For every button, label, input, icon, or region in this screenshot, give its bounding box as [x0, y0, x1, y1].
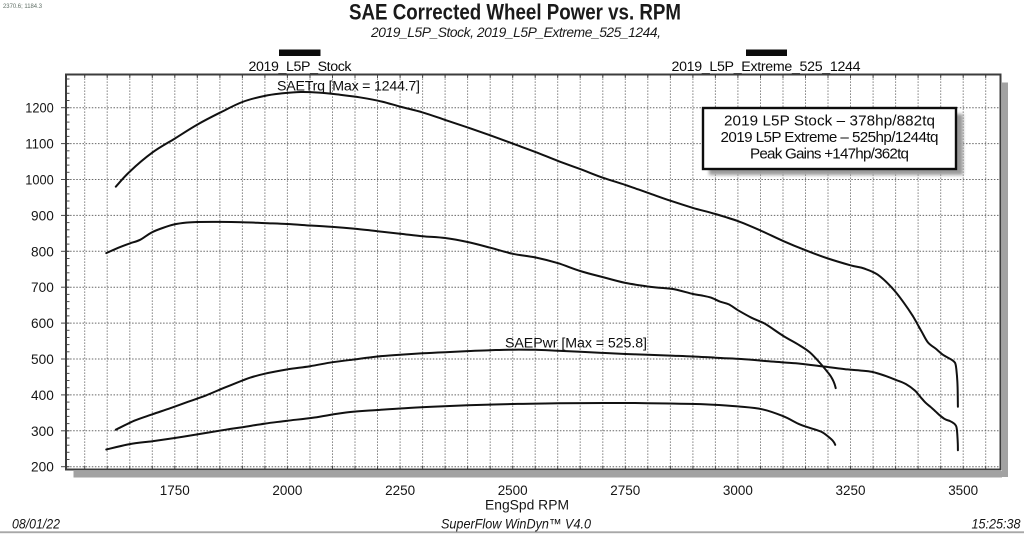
svg-text:2750: 2750 [610, 483, 640, 498]
svg-text:3250: 3250 [836, 483, 866, 498]
svg-text:2019 L5P Stock – 378hp/882tq: 2019 L5P Stock – 378hp/882tq [724, 113, 935, 130]
svg-text:SAETrq [Max = 1244.7]: SAETrq [Max = 1244.7] [277, 79, 420, 95]
svg-text:2019_L5P_Stock: 2019_L5P_Stock [249, 59, 353, 75]
svg-text:2370.6; 1184.3: 2370.6; 1184.3 [3, 3, 42, 10]
svg-text:08/01/22: 08/01/22 [12, 516, 60, 532]
svg-text:15:25:38: 15:25:38 [972, 516, 1021, 532]
svg-text:800: 800 [31, 244, 54, 259]
svg-text:300: 300 [31, 424, 54, 439]
svg-text:1100: 1100 [25, 137, 54, 152]
svg-text:1750: 1750 [160, 483, 190, 498]
svg-text:1200: 1200 [25, 101, 54, 116]
svg-text:2250: 2250 [385, 483, 415, 498]
svg-text:200: 200 [31, 460, 54, 475]
svg-text:700: 700 [31, 280, 54, 295]
svg-text:2019_L5P_Stock, 2019_L5P_Extre: 2019_L5P_Stock, 2019_L5P_Extreme_525_124… [370, 25, 661, 40]
svg-text:2000: 2000 [272, 483, 302, 498]
svg-text:SuperFlow WinDyn™ V4.0: SuperFlow WinDyn™ V4.0 [441, 516, 591, 532]
svg-text:SAEPwr [Max = 525.8]: SAEPwr [Max = 525.8] [505, 336, 647, 352]
svg-text:900: 900 [31, 208, 54, 223]
svg-text:EngSpd RPM: EngSpd RPM [485, 498, 569, 513]
svg-text:3500: 3500 [948, 483, 978, 498]
svg-text:3000: 3000 [723, 483, 753, 498]
svg-text:Peak Gains +147hp/362tq: Peak Gains +147hp/362tq [750, 146, 909, 163]
svg-text:400: 400 [31, 388, 54, 403]
svg-text:1000: 1000 [25, 173, 54, 188]
svg-text:2019 L5P Extreme – 525hp/1244t: 2019 L5P Extreme – 525hp/1244tq [721, 129, 939, 146]
svg-text:500: 500 [31, 352, 54, 367]
svg-text:2500: 2500 [498, 483, 528, 498]
svg-text:2019_L5P_Extreme_525_1244: 2019_L5P_Extreme_525_1244 [672, 59, 861, 75]
svg-text:600: 600 [31, 316, 54, 331]
svg-text:SAE Corrected Wheel Power vs.: SAE Corrected Wheel Power vs. RPM [349, 0, 681, 25]
